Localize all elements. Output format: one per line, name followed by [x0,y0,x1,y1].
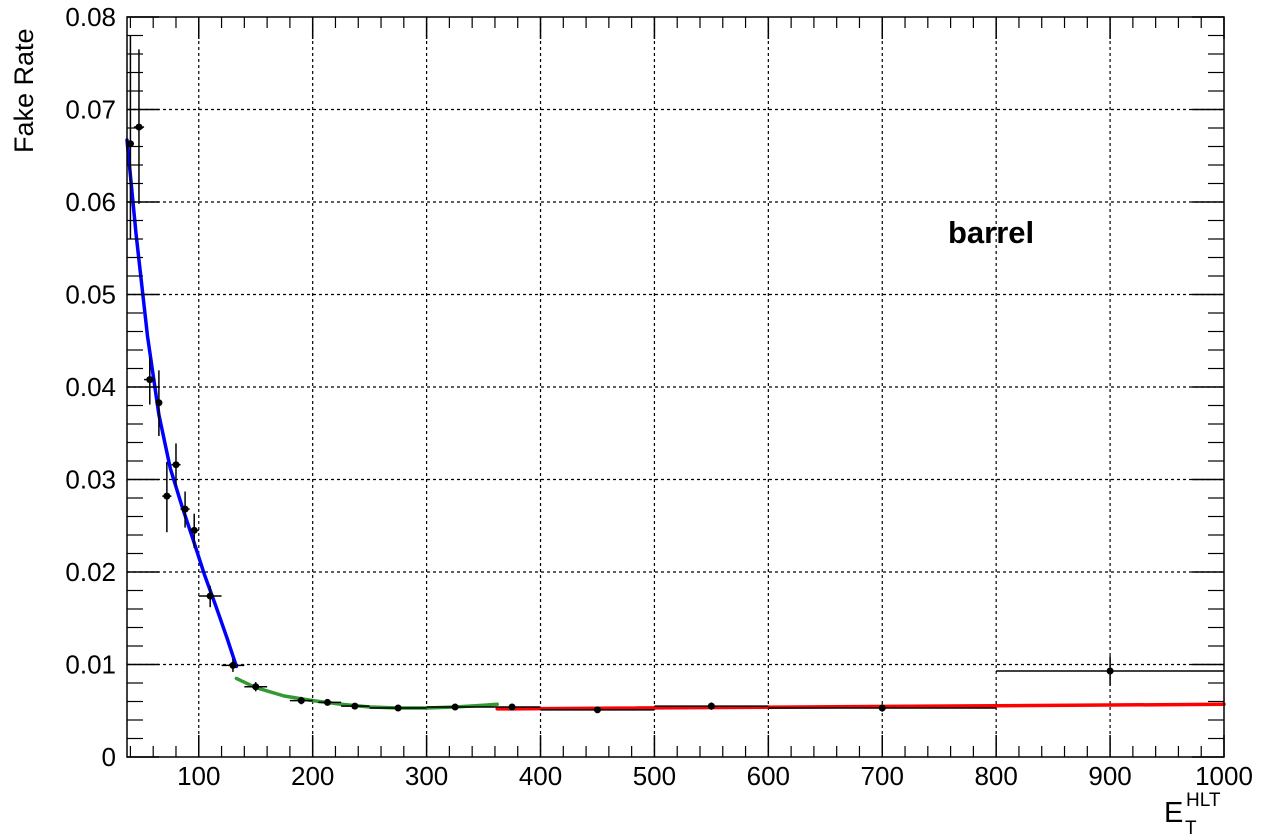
data-marker [1106,667,1114,675]
fit-curve [125,138,239,669]
y-axis-title: Fake Rate [9,28,39,153]
data-marker [351,702,359,710]
y-tick-label: 0.02 [65,557,116,587]
data-marker [163,492,171,500]
data-point [155,370,163,437]
x-tick-label: 100 [177,761,220,791]
grid-lines [127,17,1224,757]
data-marker [146,376,154,384]
x-axis-title-superscript: HLT [1186,790,1221,811]
y-tick-label: 0.08 [65,2,116,32]
data-point [318,698,342,706]
data-marker [707,702,715,710]
data-marker [206,592,214,600]
x-tick-label: 200 [291,761,334,791]
x-tick-label: 700 [861,761,904,791]
x-tick-label: 300 [405,761,448,791]
data-point [126,35,134,239]
data-point [768,704,997,712]
data-point [189,513,199,548]
x-tick-labels: 100 200 300 400 500 600 700 800 900 1000 [177,761,1253,791]
data-marker [593,706,601,714]
data-point [171,443,181,487]
axis-ticks [127,16,1225,758]
data-point [180,491,190,528]
data-marker [878,704,886,712]
data-marker [229,661,237,669]
y-tick-label: 0.04 [65,372,116,402]
data-marker [252,683,260,691]
data-point [244,682,268,692]
x-tick-label: 900 [1088,761,1131,791]
y-tick-labels: 0 0.01 0.02 0.03 0.04 0.05 0.06 0.07 0.08 [65,2,116,772]
x-tick-label: 1000 [1195,761,1253,791]
data-marker [135,123,143,131]
data-marker [126,140,134,148]
x-tick-label: 400 [519,761,562,791]
data-marker [155,399,163,407]
data-point [289,696,313,705]
y-tick-label: 0.07 [65,95,116,125]
y-tick-label: 0.05 [65,280,116,310]
x-tick-label: 800 [974,761,1017,791]
data-point [540,706,655,714]
data-marker [508,703,516,711]
data-marker [451,703,459,711]
data-marker [190,526,198,534]
x-tick-label: 500 [633,761,676,791]
data-point [426,703,484,711]
data-point [162,461,172,533]
data-marker [297,697,305,705]
fit-curve [495,702,1226,711]
region-annotation: barrel [948,215,1034,250]
data-point [654,702,769,710]
data-point [483,703,541,711]
y-tick-label: 0.01 [65,650,116,680]
data-marker [394,704,402,712]
data-point [996,656,1224,686]
y-tick-label: 0.06 [65,187,116,217]
data-marker [181,505,189,513]
data-points [126,35,1224,714]
data-marker [172,461,180,469]
data-point [144,357,156,405]
data-point [133,49,145,204]
y-tick-label: 0 [102,742,116,772]
x-tick-label: 600 [747,761,790,791]
data-point [369,704,427,712]
y-tick-label: 0.03 [65,465,116,495]
data-point [341,702,370,710]
data-marker [323,698,331,706]
data-point [198,585,222,608]
data-point [221,658,245,672]
x-axis-title-subscript: T [1185,818,1197,838]
x-axis-title: E T HLT [1164,790,1221,838]
x-axis-title-main: E [1164,797,1183,829]
